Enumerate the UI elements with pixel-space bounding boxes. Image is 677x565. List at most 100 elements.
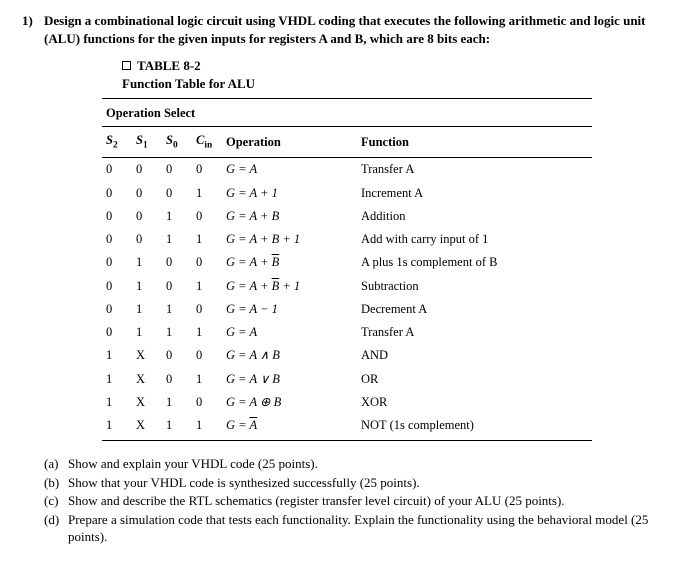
sel-cell: 1 (132, 321, 162, 344)
sel-cell: X (132, 414, 162, 441)
question-text: Design a combinational logic circuit usi… (44, 12, 649, 47)
sel-cell: 1 (192, 181, 222, 204)
sel-cell: 0 (192, 391, 222, 414)
part-b: (b) Show that your VHDL code is synthesi… (44, 474, 649, 492)
sel-cell: 1 (132, 274, 162, 297)
table-subtitle: Function Table for ALU (122, 75, 649, 93)
function-cell: AND (357, 344, 592, 367)
sel-cell: 1 (132, 298, 162, 321)
sel-cell: 0 (192, 205, 222, 228)
sel-cell: 1 (192, 414, 222, 441)
sel-cell: 0 (132, 205, 162, 228)
function-cell: Decrement A (357, 298, 592, 321)
group-header-operation-select: Operation Select (102, 99, 222, 127)
part-text: Prepare a simulation code that tests eac… (68, 511, 649, 546)
sel-cell: 1 (162, 298, 192, 321)
function-cell: NOT (1s complement) (357, 414, 592, 441)
table-row: 1X11G = ANOT (1s complement) (102, 414, 592, 441)
sel-cell: 0 (192, 251, 222, 274)
table-row: 0111G = ATransfer A (102, 321, 592, 344)
sel-cell: 0 (102, 228, 132, 251)
sel-cell: 1 (192, 228, 222, 251)
square-bullet-icon (122, 61, 131, 70)
part-text: Show and describe the RTL schematics (re… (68, 492, 649, 510)
part-a: (a) Show and explain your VHDL code (25 … (44, 455, 649, 473)
sel-cell: 0 (102, 274, 132, 297)
operation-cell: G = A + B (222, 205, 357, 228)
sel-cell: 0 (162, 158, 192, 182)
col-s1: S1 (132, 127, 162, 158)
function-cell: XOR (357, 391, 592, 414)
operation-cell: G = A (222, 158, 357, 182)
sel-cell: 0 (162, 344, 192, 367)
sel-cell: 0 (102, 158, 132, 182)
sel-cell: X (132, 367, 162, 390)
table-row: 0011G = A + B + 1Add with carry input of… (102, 228, 592, 251)
question-number: 1) (22, 12, 44, 30)
part-label: (c) (44, 492, 68, 510)
sel-cell: 0 (192, 158, 222, 182)
col-function: Function (357, 127, 592, 158)
sel-cell: 1 (162, 321, 192, 344)
table-body: 0000G = ATransfer A0001G = A + 1Incremen… (102, 158, 592, 441)
table-row: 0001G = A + 1Increment A (102, 181, 592, 204)
table-label: TABLE 8-2 (137, 57, 201, 75)
col-operation: Operation (222, 127, 357, 158)
function-cell: Subtraction (357, 274, 592, 297)
sel-cell: 1 (162, 228, 192, 251)
operation-cell: G = A (222, 321, 357, 344)
sel-cell: 1 (162, 391, 192, 414)
sel-cell: 0 (162, 181, 192, 204)
col-s0: S0 (162, 127, 192, 158)
sel-cell: 1 (102, 367, 132, 390)
part-label: (b) (44, 474, 68, 492)
sel-cell: X (132, 344, 162, 367)
operation-cell: G = A + B + 1 (222, 228, 357, 251)
table-row: 0101G = A + B + 1Subtraction (102, 274, 592, 297)
sel-cell: 1 (192, 321, 222, 344)
operation-cell: G = A + B + 1 (222, 274, 357, 297)
operation-cell: G = A ⊕ B (222, 391, 357, 414)
part-label: (d) (44, 511, 68, 546)
spacer (357, 99, 592, 127)
sel-cell: 0 (102, 205, 132, 228)
function-cell: Transfer A (357, 321, 592, 344)
operation-cell: G = A ∧ B (222, 344, 357, 367)
alu-function-table: Operation Select S2 S1 S0 Cin Operation … (102, 98, 592, 441)
function-cell: OR (357, 367, 592, 390)
table-row: 1X00G = A ∧ BAND (102, 344, 592, 367)
table-row: 0010G = A + BAddition (102, 205, 592, 228)
part-d: (d) Prepare a simulation code that tests… (44, 511, 649, 546)
part-text: Show that your VHDL code is synthesized … (68, 474, 649, 492)
operation-cell: G = A + B (222, 251, 357, 274)
subparts: (a) Show and explain your VHDL code (25 … (44, 455, 649, 546)
sel-cell: 0 (132, 228, 162, 251)
table-row: 1X10G = A ⊕ BXOR (102, 391, 592, 414)
operation-cell: G = A ∨ B (222, 367, 357, 390)
operation-cell: G = A − 1 (222, 298, 357, 321)
function-cell: Add with carry input of 1 (357, 228, 592, 251)
part-c: (c) Show and describe the RTL schematics… (44, 492, 649, 510)
part-label: (a) (44, 455, 68, 473)
sel-cell: 0 (102, 321, 132, 344)
sel-cell: 1 (132, 251, 162, 274)
sel-cell: 0 (102, 251, 132, 274)
sel-cell: 1 (192, 367, 222, 390)
sel-cell: 1 (192, 274, 222, 297)
function-cell: A plus 1s complement of B (357, 251, 592, 274)
sel-cell: 1 (162, 205, 192, 228)
sel-cell: 1 (102, 414, 132, 441)
col-s2: S2 (102, 127, 132, 158)
sel-cell: 0 (102, 181, 132, 204)
spacer (222, 99, 357, 127)
sel-cell: 0 (192, 344, 222, 367)
question-header: 1) Design a combinational logic circuit … (22, 12, 649, 47)
sel-cell: 0 (162, 367, 192, 390)
part-text: Show and explain your VHDL code (25 poin… (68, 455, 649, 473)
sel-cell: 0 (162, 251, 192, 274)
sel-cell: 0 (132, 158, 162, 182)
table-row: 0100G = A + BA plus 1s complement of B (102, 251, 592, 274)
table-row: 0110G = A − 1Decrement A (102, 298, 592, 321)
sel-cell: 0 (192, 298, 222, 321)
table-row: 1X01G = A ∨ BOR (102, 367, 592, 390)
